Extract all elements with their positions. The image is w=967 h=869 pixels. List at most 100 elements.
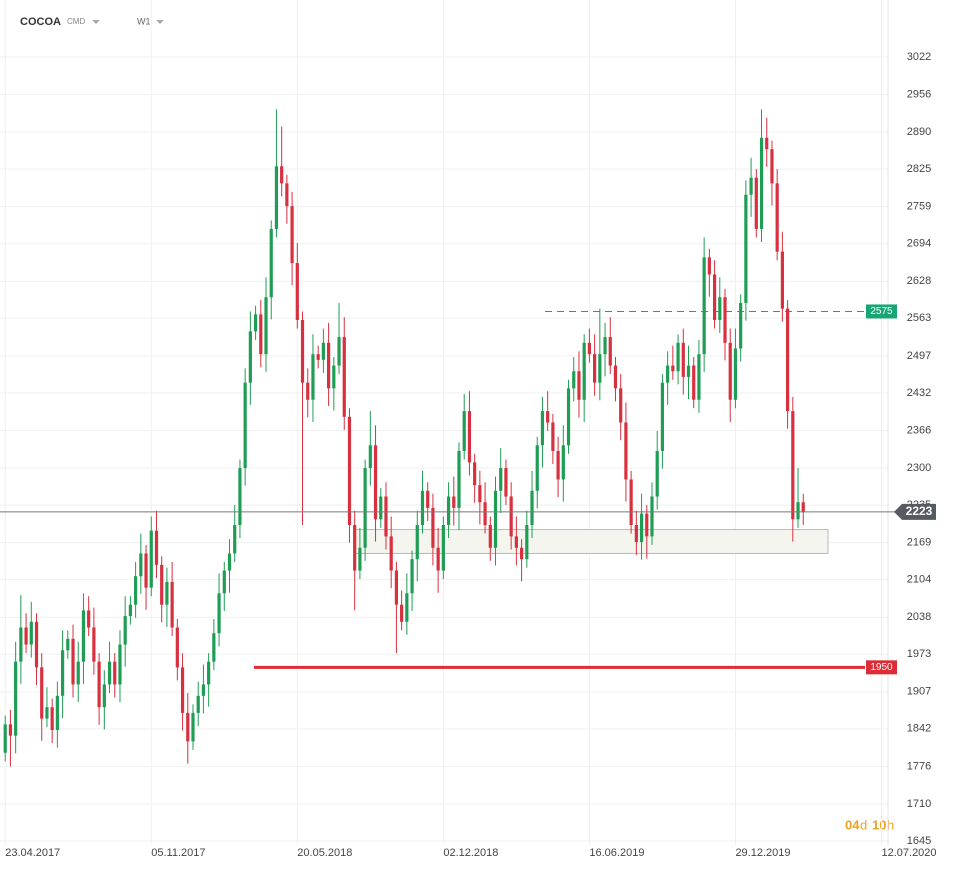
dropdown-arrow[interactable] [156, 20, 164, 24]
candle-body [462, 411, 466, 451]
candle-body [457, 450, 461, 508]
candle-body [139, 553, 143, 577]
x-tick-label: 02.12.2018 [443, 847, 498, 859]
candle-body [394, 570, 399, 605]
y-tick-label: 1907 [907, 686, 931, 698]
candle-body [582, 342, 586, 400]
y-tick-label: 2694 [907, 238, 931, 250]
candle-body [342, 337, 346, 417]
candle-body [186, 712, 190, 742]
candle-body [295, 263, 299, 321]
y-tick-label: 2104 [907, 574, 931, 586]
candle-body [280, 166, 284, 184]
interval[interactable]: W1 [137, 16, 151, 26]
candle-body [160, 564, 164, 605]
candle-body [389, 536, 393, 571]
price-label: 2223 [906, 504, 933, 518]
candle-body [102, 684, 106, 708]
candle-body [196, 695, 200, 713]
candle-body [227, 553, 232, 571]
candle-body [493, 490, 498, 548]
candle-body [405, 593, 409, 622]
candle-body [29, 621, 33, 645]
candle-body [97, 661, 101, 708]
candle-body [702, 257, 706, 355]
candle-body [686, 365, 691, 377]
y-tick-label: 2300 [907, 462, 931, 474]
dropdown-arrow[interactable] [92, 20, 100, 24]
candle-body [514, 536, 518, 548]
candle-body [666, 365, 670, 383]
candle-body [420, 490, 425, 525]
candle-body [775, 183, 779, 252]
candle-body [718, 297, 722, 321]
candle-body [624, 422, 628, 480]
candle-body [676, 342, 680, 372]
zone [354, 529, 829, 554]
candle-body [551, 422, 555, 451]
candle-body [504, 468, 508, 497]
market[interactable]: CMD [67, 17, 85, 26]
y-tick-label: 3022 [907, 51, 931, 63]
x-tick-label: 20.05.2018 [297, 847, 352, 859]
candle-body [546, 411, 550, 423]
candle-body [379, 496, 383, 520]
candle-body [530, 490, 534, 525]
y-tick-label: 2628 [907, 275, 931, 287]
candle-body [801, 502, 805, 512]
candle-body [191, 712, 195, 742]
candle-body [645, 513, 649, 537]
candle-body [415, 524, 419, 560]
candle-body [707, 257, 711, 275]
candle-body [3, 724, 7, 753]
candle-body [19, 627, 23, 662]
candle-body [587, 342, 591, 355]
y-tick-label: 2956 [907, 88, 931, 100]
candle-body [311, 354, 315, 400]
x-tick-label: 12.07.2020 [881, 847, 936, 859]
candle-body [45, 707, 49, 719]
candle-body [692, 365, 696, 400]
candle-body [128, 604, 132, 617]
candle-body [55, 695, 59, 730]
candle-body [540, 411, 545, 446]
candle-body [410, 559, 414, 594]
candle-body [34, 621, 39, 668]
candle-body [300, 320, 305, 383]
candle-body [24, 627, 28, 645]
level-label: 2575 [870, 306, 893, 317]
x-tick-label: 29.12.2019 [735, 847, 790, 859]
candle-body [107, 661, 112, 685]
candle-body [499, 468, 503, 491]
candle-body [321, 342, 325, 360]
y-tick-label: 2890 [907, 126, 931, 138]
candle-body [598, 354, 602, 383]
price-label-box [894, 503, 936, 520]
candle-body [123, 616, 127, 645]
y-tick-label: 2759 [907, 201, 931, 213]
candle-body [373, 445, 378, 520]
countdown-days-unit: d [860, 817, 867, 832]
candle-body [770, 149, 774, 184]
candle-body [483, 502, 487, 525]
candle-body [87, 610, 91, 628]
candle-body [264, 297, 268, 355]
candle-body [634, 524, 638, 543]
candle-body [655, 450, 659, 497]
candle-body [81, 610, 86, 662]
candle-body [446, 496, 451, 525]
x-tick-label: 23.04.2017 [5, 847, 60, 859]
candle-body [14, 661, 18, 736]
x-tick-label: 16.06.2019 [589, 847, 644, 859]
candle-body [488, 524, 492, 548]
candle-body [765, 137, 769, 150]
candle-body [681, 342, 685, 377]
candle-body [347, 416, 352, 525]
symbol[interactable]: COCOA [20, 16, 61, 28]
candle-body [577, 371, 581, 400]
candle-body [467, 411, 472, 463]
level-label-box [866, 660, 897, 675]
candle-body [337, 337, 341, 366]
candle-body [238, 468, 242, 525]
